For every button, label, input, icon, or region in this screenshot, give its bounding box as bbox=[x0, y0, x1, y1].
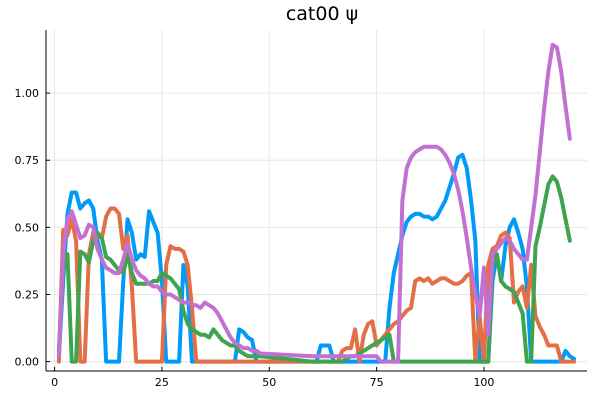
x-tick-label: 50 bbox=[262, 376, 276, 389]
x-tick-label: 0 bbox=[51, 376, 58, 389]
x-tick-label: 75 bbox=[370, 376, 384, 389]
y-tick-label: 0.25 bbox=[15, 288, 40, 301]
y-tick-label: 0.75 bbox=[15, 154, 40, 167]
y-tick-label: 0.00 bbox=[15, 356, 40, 369]
x-tick-label: 25 bbox=[155, 376, 169, 389]
y-tick-label: 1.00 bbox=[15, 87, 40, 100]
tick-labels: 0 25 50 75 100 0.00 0.25 0.50 0.75 1.00 bbox=[15, 87, 495, 389]
series-line-4 bbox=[56, 42, 572, 364]
series-group bbox=[56, 42, 577, 364]
y-tick-label: 0.50 bbox=[15, 221, 40, 234]
x-tick-label: 100 bbox=[473, 376, 494, 389]
grid bbox=[46, 30, 587, 371]
chart-title: cat00 ψ bbox=[286, 3, 358, 25]
axes bbox=[45, 30, 587, 372]
